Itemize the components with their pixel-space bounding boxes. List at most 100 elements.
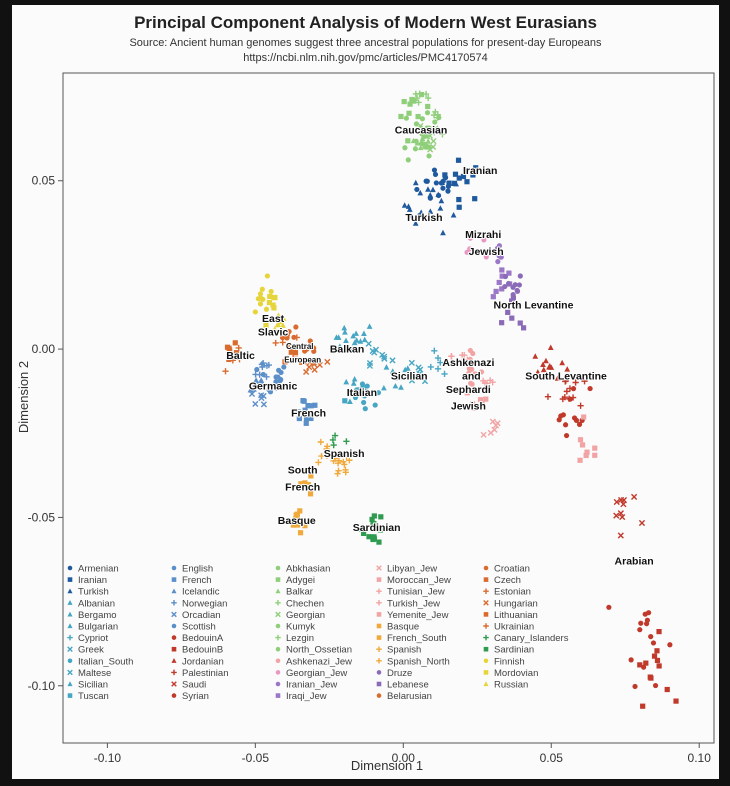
data-point: [418, 91, 425, 98]
cluster-label: Balkan: [330, 343, 364, 355]
data-point: [412, 220, 419, 226]
data-point: [334, 470, 341, 477]
legend-entry: BedouinB: [182, 645, 223, 656]
data-point: [401, 98, 407, 105]
data-point: [369, 516, 375, 523]
data-point: [654, 657, 661, 664]
legend-entry: Turkish: [78, 587, 109, 598]
data-point: [371, 513, 377, 519]
data-point: [464, 179, 470, 185]
legend-entry: Hungarian: [494, 598, 538, 609]
data-point: [331, 432, 339, 439]
legend-marker: [67, 669, 73, 676]
legend-marker: [67, 693, 73, 698]
data-point: [349, 345, 355, 351]
data-point: [346, 457, 353, 464]
data-point: [419, 131, 425, 137]
data-point: [547, 344, 554, 350]
data-point: [323, 445, 330, 453]
legend-entry: Basque: [387, 622, 419, 633]
data-point: [505, 309, 511, 315]
data-point: [461, 352, 468, 359]
data-point: [643, 660, 649, 666]
data-point: [581, 414, 587, 420]
legend-marker: [275, 658, 281, 664]
data-point: [554, 375, 561, 381]
data-point: [293, 324, 299, 330]
data-point: [303, 368, 310, 376]
data-point: [631, 493, 638, 500]
data-point: [353, 337, 360, 343]
data-point: [287, 344, 295, 351]
data-point: [448, 353, 455, 360]
x-tick-label: -0.05: [242, 751, 270, 765]
data-point: [417, 144, 424, 151]
data-point: [260, 371, 266, 378]
legend-entry: Abkhasian: [286, 564, 330, 575]
legend-marker: [171, 635, 177, 640]
cluster-label: Jewish: [451, 401, 486, 413]
data-point: [288, 349, 294, 355]
data-point: [262, 316, 269, 323]
data-point: [606, 604, 612, 610]
legend-entry: Libyan_Jew: [387, 564, 437, 575]
data-point: [272, 339, 279, 347]
legend-marker: [376, 681, 382, 687]
data-point: [473, 165, 479, 171]
data-point: [540, 366, 547, 373]
cluster-label: Sardinian: [353, 522, 401, 534]
legend-entry: Turkish_Jew: [387, 598, 440, 609]
data-point: [268, 288, 274, 295]
plot-area-border: [62, 72, 715, 744]
data-point: [260, 401, 268, 408]
legend-marker: [376, 693, 382, 698]
data-point: [480, 431, 487, 438]
cluster-label: Arabian: [615, 556, 654, 568]
data-point: [425, 103, 431, 110]
legend-marker: [171, 611, 177, 618]
legend-marker: [275, 623, 281, 629]
data-point: [440, 185, 446, 191]
data-point: [406, 110, 412, 116]
data-point: [496, 279, 502, 286]
chart-title: Principal Component Analysis of Modern W…: [134, 13, 597, 32]
data-point: [422, 90, 430, 98]
legend-marker: [376, 646, 382, 652]
data-point: [406, 206, 413, 212]
legend-marker: [376, 670, 382, 675]
y-tick-label: -0.05: [28, 510, 56, 524]
legend-entry: Kumyk: [286, 622, 315, 633]
data-point: [372, 402, 378, 408]
legend-marker: [483, 658, 489, 664]
data-points-layer: [222, 90, 679, 709]
data-point: [422, 144, 428, 150]
legend-marker: [171, 681, 177, 687]
data-point: [509, 315, 515, 321]
data-point: [342, 466, 349, 473]
data-point: [514, 288, 521, 294]
legend-entry: Maltese: [78, 668, 111, 679]
data-point: [271, 305, 277, 311]
legend-entry: Albanian: [78, 598, 115, 609]
legend-entry: Greek: [78, 645, 104, 656]
data-point: [651, 653, 658, 659]
data-point: [417, 189, 424, 196]
data-point: [361, 330, 367, 337]
data-point: [415, 99, 422, 106]
data-point: [492, 250, 498, 256]
legend-entry: French_South: [387, 633, 447, 644]
data-point: [317, 438, 324, 446]
data-point: [355, 387, 361, 393]
data-point: [392, 382, 399, 389]
data-point: [483, 380, 491, 387]
data-point: [581, 378, 588, 385]
legend: ArmenianIranianTurkishAlbanianBergamoBul…: [67, 564, 569, 702]
data-point: [466, 370, 472, 376]
legend-entry: North_Ossetian: [286, 645, 352, 656]
data-point: [318, 452, 325, 460]
legend-entry: Sardinian: [494, 645, 534, 656]
data-point: [366, 323, 373, 329]
data-point: [224, 344, 231, 350]
legend-entry: Syrian: [182, 691, 209, 702]
data-point: [563, 432, 570, 439]
